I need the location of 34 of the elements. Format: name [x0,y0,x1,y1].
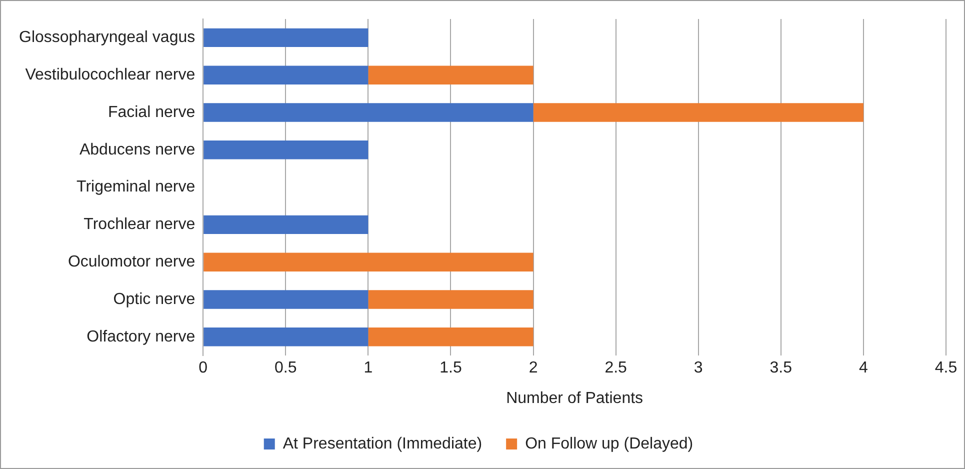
y-tick-label: Abducens nerve [79,141,196,158]
bar [204,28,368,48]
y-tick-label: Trigeminal nerve [76,178,196,196]
y-tick-label: Oculomotor nerve [68,254,196,271]
x-tick-label: 0 [198,360,208,377]
bar [368,66,534,84]
bar [204,252,534,272]
bar [204,140,368,160]
x-tick-label: 4.5 [934,360,958,377]
bar [204,290,368,309]
y-tick-label: Glossopharyngeal vagus [19,29,196,46]
y-tick-label: Vestibulocochlear nerve [25,66,196,84]
x-tick-label: 3.5 [770,360,792,377]
y-tick-label: Optic nerve [113,290,196,308]
legend-label: At Presentation (Immediate) [282,435,482,452]
bar [204,215,368,234]
y-tick-label: Trochlear nerve [84,216,196,234]
bar [204,328,368,346]
y-tick-label: Olfactory nerve [86,328,196,346]
y-tick-label: Facial nerve [108,104,196,121]
bar [533,103,864,122]
legend-label: On Follow up (Delayed) [525,435,694,452]
x-tick-label: 4 [859,360,868,377]
bar [204,103,534,122]
bar [368,290,534,309]
x-tick-label: 0.5 [274,360,297,377]
x-tick-label: 2 [528,360,538,377]
bar [368,328,534,346]
x-tick-label: 1 [364,360,373,377]
x-tick-label: 3 [694,360,703,377]
x-axis-title: Number of Patients [506,390,644,407]
x-tick-label: 2.5 [604,360,628,377]
bar [204,66,368,84]
x-tick-label: 1.5 [440,360,462,377]
